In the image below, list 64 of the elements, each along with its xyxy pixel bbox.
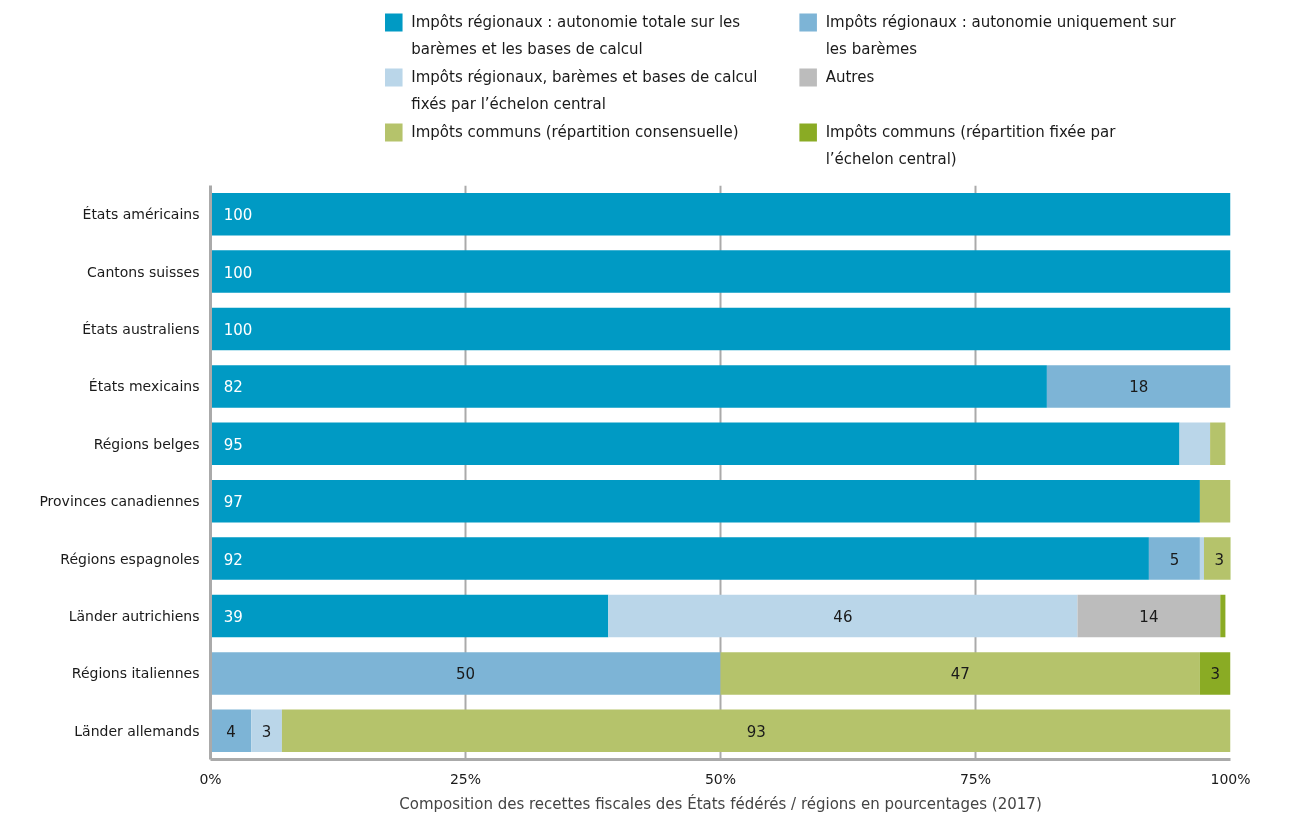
y-tick-label: Länder autrichiens: [68, 608, 200, 624]
x-tick-label: 100%: [1210, 770, 1251, 787]
bar: [210, 594, 609, 638]
y-tick-label: États australiens: [82, 321, 200, 337]
data-label: 97: [223, 493, 243, 512]
bar: [210, 192, 1231, 236]
data-label: 3: [1214, 550, 1225, 569]
bar: [1046, 365, 1231, 408]
y-tick-label: Régions italiennes: [71, 665, 200, 682]
data-label: 82: [223, 378, 243, 397]
data-label: 3: [261, 722, 272, 741]
data-label: 50: [455, 665, 476, 684]
legend-label: Impôts communs (répartition fixée par l’échelon central): [825, 122, 1117, 168]
bar: [1179, 422, 1211, 466]
bar: [1077, 594, 1221, 638]
y-tick-label: États américains: [82, 206, 200, 223]
legend-label: Impôts régionaux, barèmes et bases de calcul fixés par l’échelon central: [411, 67, 758, 113]
legend-label: Autres: [825, 67, 875, 86]
y-tick-label: Cantons suisses: [87, 263, 200, 280]
bar: [720, 652, 1200, 695]
bar: [1220, 594, 1226, 638]
x-tick-label: 25%: [449, 770, 482, 787]
bar: [251, 709, 282, 753]
bar: [210, 365, 1047, 408]
bar: [608, 594, 1078, 638]
bar: [210, 537, 1149, 580]
legend-label: Impôts régionaux : autonomie totale sur les barèmes et les bases de calcul: [411, 12, 741, 58]
data-label: 4: [226, 722, 236, 741]
bar: [1199, 537, 1204, 580]
bar: [1199, 652, 1231, 695]
data-label: 39: [223, 608, 243, 626]
bar: [1210, 422, 1226, 466]
y-tick-label: Régions espagnoles: [60, 550, 200, 567]
x-tick-label: 75%: [959, 770, 992, 787]
data-label: 100: [223, 206, 253, 225]
x-tick-label: 0%: [199, 770, 222, 787]
data-label: 3: [1210, 665, 1220, 684]
x-tick-label: 50%: [704, 770, 737, 787]
data-label: 100: [223, 321, 253, 339]
y-tick-label: Länder allemands: [74, 722, 200, 739]
y-tick-label: États mexicains: [88, 378, 200, 395]
bar: [210, 652, 721, 695]
bar: [1199, 479, 1231, 523]
bar: [210, 709, 252, 753]
data-label: 5: [1169, 550, 1180, 569]
data-label: 93: [746, 722, 766, 741]
legend-label: Impôts communs (répartition consensuelle): [411, 122, 739, 141]
bar: [210, 422, 1180, 466]
bar: [210, 479, 1200, 523]
data-label: 47: [950, 665, 970, 684]
bar: [210, 250, 1231, 293]
data-label: 92: [223, 550, 243, 569]
data-label: 95: [223, 435, 243, 454]
y-tick-label: Provinces canadiennes: [39, 493, 200, 510]
bar: [210, 307, 1231, 351]
legend-label: Impôts régionaux : autonomie uniquement sur les barèmes: [825, 12, 1177, 58]
data-label: 18: [1129, 378, 1149, 397]
bar: [281, 709, 1231, 753]
bar: [1148, 537, 1200, 580]
data-label: 14: [1139, 608, 1159, 626]
data-label: 100: [223, 263, 253, 282]
y-tick-label: Régions belges: [93, 435, 200, 452]
data-label: 46: [833, 608, 853, 626]
x-axis-title: Composition des recettes fiscales des États fédérés / régions en pourcentages (2017): [399, 793, 1042, 813]
